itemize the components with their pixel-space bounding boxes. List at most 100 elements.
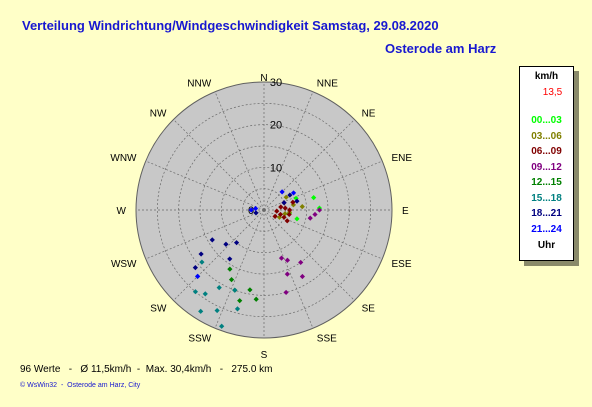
data-point: [252, 205, 259, 212]
data-point: [192, 289, 199, 295]
legend-unit: km/h: [534, 71, 559, 82]
data-point: [290, 190, 297, 196]
data-point: [227, 266, 233, 272]
direction-label-e: E: [402, 206, 409, 217]
direction-label-ssw: SSW: [188, 333, 211, 344]
data-point: [283, 194, 289, 200]
footer-stats: 96 Werte - Ø 11,5km/h - Max. 30,4km/h - …: [20, 364, 273, 375]
rose-spoke: [263, 209, 314, 329]
data-point: [209, 237, 215, 243]
legend-band-1: 03...06: [531, 130, 562, 142]
data-point: [279, 189, 285, 195]
location-label: Osterode am Harz: [385, 41, 497, 56]
data-point: [281, 200, 287, 206]
data-point: [277, 211, 284, 218]
data-point: [299, 204, 305, 210]
data-point: [284, 218, 290, 224]
direction-label-se: SE: [362, 304, 376, 315]
direction-label-nnw: NNW: [187, 79, 211, 90]
data-point: [219, 323, 225, 329]
data-point: [287, 207, 293, 213]
data-point: [278, 204, 284, 210]
footer-credit: © WsWin32 - Osterode am Harz, City: [20, 382, 141, 389]
rose-ring: [156, 102, 372, 318]
data-point: [202, 291, 208, 297]
data-point: [216, 284, 222, 291]
data-point: [199, 259, 205, 265]
data-point: [282, 205, 288, 211]
data-point: [294, 216, 300, 222]
direction-label-w: W: [117, 206, 127, 217]
rose-spoke: [214, 91, 265, 211]
data-point: [237, 298, 243, 304]
legend-band-4: 12...15: [531, 177, 562, 188]
data-point: [253, 210, 259, 216]
data-point: [272, 213, 278, 219]
data-point: [192, 264, 198, 271]
data-point: [195, 273, 201, 279]
legend-band-7: 21...24: [531, 223, 562, 235]
data-point: [198, 308, 204, 314]
direction-label-wsw: WSW: [111, 259, 137, 270]
data-point: [287, 192, 293, 198]
rose-spoke: [263, 119, 355, 211]
legend-band-6: 18...21: [531, 208, 562, 219]
rose-ring: [220, 166, 308, 254]
data-point: [227, 256, 233, 262]
chart-title: Verteilung Windrichtung/Windgeschwindigk…: [22, 18, 439, 33]
data-point: [274, 208, 280, 214]
direction-label-ese: ESE: [391, 259, 411, 270]
rose-spoke: [145, 209, 265, 260]
rose-spoke: [145, 160, 265, 211]
direction-label-nw: NW: [150, 108, 167, 119]
data-point: [298, 259, 304, 266]
data-point: [282, 211, 288, 217]
data-point: [214, 307, 220, 314]
legend-max-value: 13,5: [542, 87, 563, 98]
legend-band-0: 00...03: [531, 115, 562, 126]
direction-label-sw: SW: [150, 304, 167, 315]
rose-spoke: [173, 209, 265, 301]
data-point: [286, 211, 292, 218]
data-point: [311, 195, 317, 201]
data-point: [299, 273, 305, 280]
data-point: [198, 251, 204, 257]
direction-label-ene: ENE: [391, 153, 412, 164]
data-point: [290, 199, 296, 205]
data-point: [278, 255, 285, 261]
data-point: [293, 195, 299, 201]
direction-label-wnw: WNW: [110, 153, 137, 164]
data-point: [234, 306, 241, 312]
radial-tick-label: 30: [270, 77, 282, 89]
radial-tick-label: 10: [270, 162, 282, 174]
direction-label-sse: SSE: [317, 333, 337, 344]
data-point: [223, 241, 229, 247]
rose-spoke: [263, 209, 355, 301]
radial-tick-label: 20: [270, 120, 282, 132]
data-point: [294, 198, 300, 204]
legend-band-3: 09...12: [531, 161, 562, 173]
data-point: [316, 207, 323, 213]
data-point: [281, 214, 287, 220]
data-point: [232, 287, 238, 293]
data-point: [290, 202, 297, 208]
data-point: [228, 277, 235, 283]
data-point: [247, 287, 253, 293]
data-point: [233, 240, 240, 246]
direction-label-nne: NNE: [317, 79, 338, 90]
data-point: [248, 207, 254, 213]
data-point: [284, 257, 291, 263]
rose-spoke: [263, 91, 314, 211]
rose-spoke: [173, 119, 265, 211]
data-point: [312, 211, 318, 218]
direction-label-s: S: [261, 350, 268, 361]
data-point: [284, 271, 290, 277]
data-point: [283, 289, 289, 296]
rose-spoke: [214, 209, 265, 329]
direction-label-ne: NE: [362, 108, 376, 119]
data-point: [307, 215, 313, 221]
legend: km/h 13,5 00...03 03...06 06...09 09...12 12…: [519, 66, 574, 261]
data-point: [253, 296, 259, 302]
direction-label-n: N: [260, 73, 267, 84]
